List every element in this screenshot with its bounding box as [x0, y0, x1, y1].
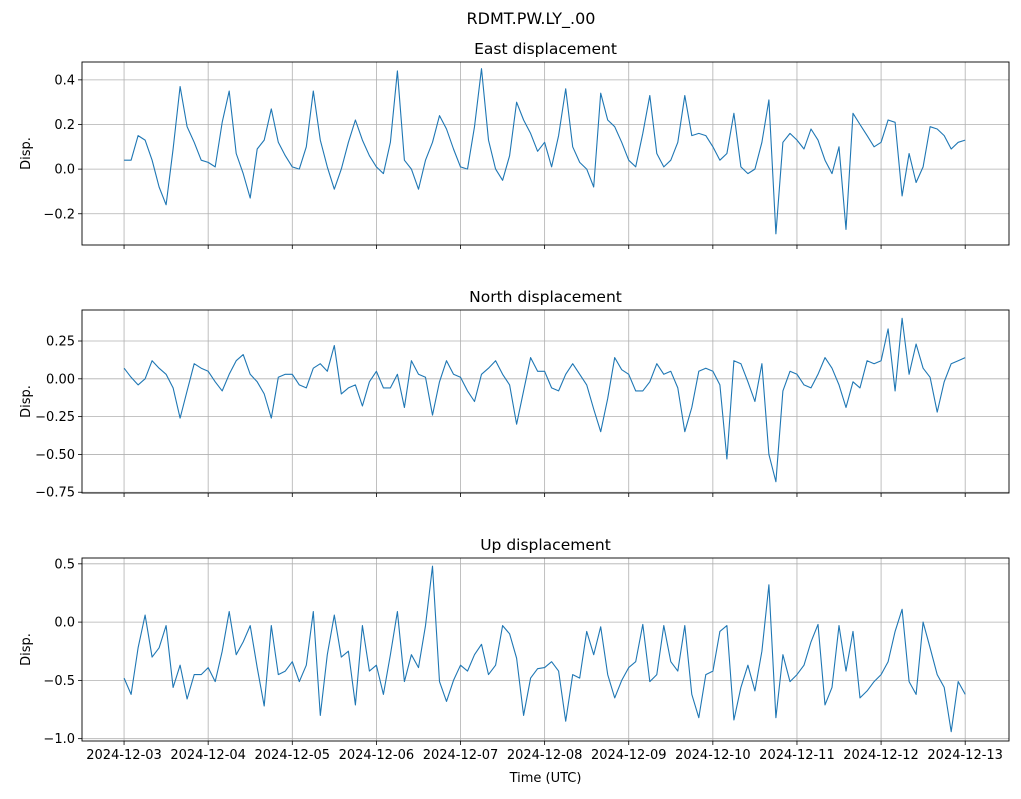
subplot-title: Up displacement — [480, 536, 611, 554]
y-tick-label: 0.4 — [54, 73, 75, 88]
y-tick-label: 0.5 — [54, 557, 75, 572]
x-tick-label: 2024-12-06 — [339, 748, 415, 763]
axes-frame — [81, 61, 1010, 246]
y-tick-label: −0.2 — [43, 207, 75, 222]
y-axis-label: Disp. — [19, 385, 34, 418]
x-tick-label: 2024-12-05 — [255, 748, 331, 763]
figure-title: RDMT.PW.LY_.00 — [467, 9, 596, 29]
x-tick-label: 2024-12-04 — [170, 748, 246, 763]
axes-frame — [81, 309, 1010, 494]
y-tick-label: 0.00 — [46, 372, 75, 387]
subplot-east: −0.2 0.0 0.2 0.4 East displacement Disp. — [19, 40, 1010, 249]
y-tick-label: 0.0 — [54, 163, 75, 178]
x-axis-label: Time (UTC) — [509, 771, 582, 786]
y-tick-label: −0.50 — [35, 448, 75, 463]
y-tick-label: 0.2 — [54, 118, 75, 133]
x-tick-label: 2024-12-03 — [86, 748, 162, 763]
series-line — [123, 317, 966, 483]
y-axis-label: Disp. — [19, 633, 34, 666]
series-line — [124, 68, 966, 235]
x-tick-label: 2024-12-13 — [927, 748, 1003, 763]
x-tick-label: 2024-12-08 — [507, 748, 583, 763]
axes-frame — [81, 557, 1010, 742]
subplot-north: −0.75 −0.50 −0.25 0.00 0.25 North displacemen… — [19, 288, 1010, 501]
x-tick-label: 2024-12-09 — [591, 748, 667, 763]
y-tick-label: 0.0 — [54, 616, 75, 631]
subplot-up: 2024-12-03 2024-12-04 2024-12-05 2024-12-06… — [19, 536, 1010, 786]
y-tick-label: −0.75 — [35, 486, 75, 501]
x-tick-label: 2024-12-12 — [843, 748, 919, 763]
subplot-title: East displacement — [474, 40, 617, 58]
x-tick-label: 2024-12-10 — [675, 748, 751, 763]
x-tick-label: 2024-12-11 — [759, 748, 835, 763]
y-tick-label: 0.25 — [46, 335, 75, 350]
subplot-title: North displacement — [469, 288, 622, 306]
x-tick-label: 2024-12-07 — [423, 748, 499, 763]
y-axis-label: Disp. — [19, 137, 34, 170]
y-tick-label: −0.25 — [35, 410, 75, 425]
y-tick-label: −0.5 — [43, 674, 75, 689]
series-line — [123, 565, 966, 733]
y-tick-label: −1.0 — [43, 732, 75, 747]
